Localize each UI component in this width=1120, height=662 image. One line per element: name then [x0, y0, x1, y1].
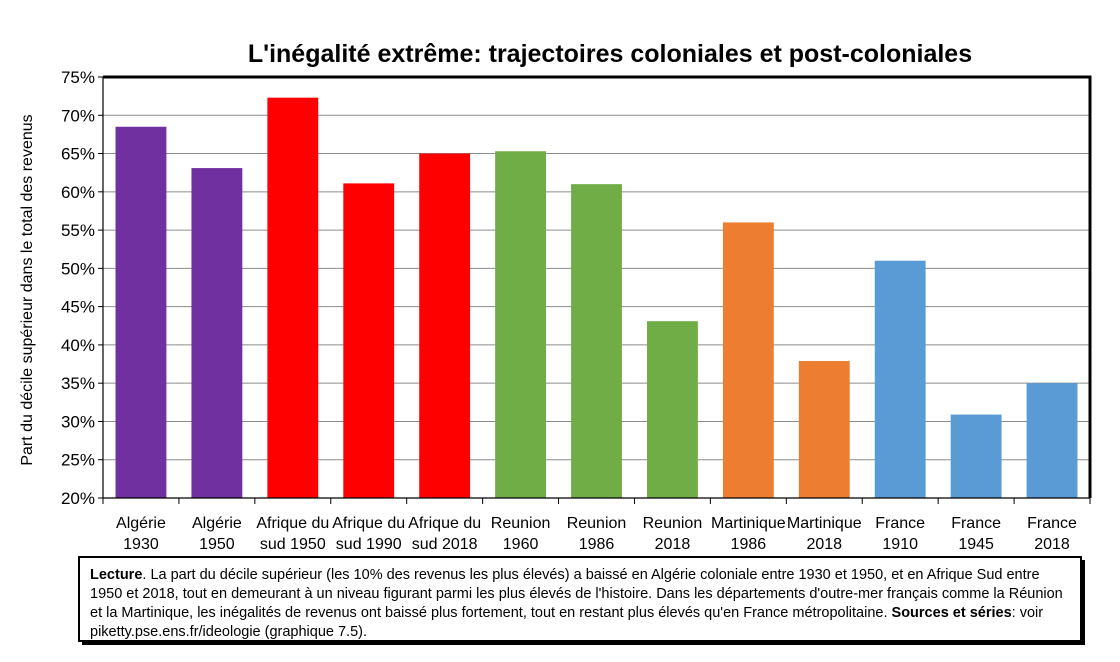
x-tick-label: 1910: [882, 536, 918, 553]
y-tick-label: 75%: [61, 68, 95, 87]
y-tick-label: 25%: [61, 451, 95, 470]
x-tick-label: sud 1950: [260, 536, 326, 553]
x-tick-label: Algérie: [116, 515, 166, 532]
x-tick-label: Afrique du: [256, 515, 329, 532]
x-tick-label: 1930: [123, 536, 159, 553]
bar: [115, 126, 167, 498]
x-tick-label: 1960: [503, 536, 539, 553]
lecture-label: Lecture: [90, 567, 143, 583]
x-tick-label: Reunion: [643, 515, 703, 532]
y-tick-label: 50%: [61, 259, 95, 278]
bar: [798, 360, 850, 498]
x-tick-label: 1986: [731, 536, 767, 553]
y-tick-label: 35%: [61, 374, 95, 393]
sources-text: : voir piketty.pse.ens.fr/ideologie (gra…: [90, 605, 1044, 640]
x-tick-label: sud 2018: [412, 536, 478, 553]
y-tick-label: 65%: [61, 145, 95, 164]
y-tick-label: 30%: [61, 412, 95, 431]
x-tick-label: Martinique: [787, 515, 862, 532]
y-tick-label: 55%: [61, 221, 95, 240]
bar: [722, 222, 774, 498]
bar: [1026, 383, 1078, 498]
x-tick-label: 1950: [199, 536, 235, 553]
bar: [571, 184, 622, 498]
x-tick-label: sud 1990: [336, 536, 402, 553]
x-tick-label: Algérie: [192, 515, 242, 532]
note-shadow-bottom: [82, 642, 1085, 645]
chart-title: L'inégalité extrême: trajectoires coloni…: [247, 40, 973, 68]
bar: [495, 151, 547, 498]
bar: [343, 183, 395, 498]
bar: [419, 153, 471, 498]
x-tick-label: France: [1027, 515, 1077, 532]
y-tick-label: 45%: [61, 298, 95, 317]
sources-label: Sources et séries: [891, 605, 1012, 621]
reading-note: Lecture. La part du décile supérieur (le…: [78, 556, 1082, 642]
bar: [950, 414, 1002, 498]
x-tick-label: Reunion: [567, 515, 627, 532]
x-tick-label: France: [951, 515, 1001, 532]
y-tick-label: 40%: [61, 336, 95, 355]
bar: [267, 97, 319, 499]
x-tick-label: 1986: [579, 536, 615, 553]
x-tick-label: Afrique du: [408, 515, 481, 532]
bar: [191, 168, 243, 498]
x-tick-label: Martinique: [711, 515, 786, 532]
bar: [646, 321, 698, 498]
x-tick-label: 1945: [958, 536, 994, 553]
bar: [874, 260, 926, 498]
lecture-text: . La part du décile supérieur (les 10% d…: [90, 567, 1063, 621]
y-tick-label: 60%: [61, 183, 95, 202]
x-tick-label: Reunion: [491, 515, 551, 532]
x-tick-label: 2018: [1034, 536, 1070, 553]
note-shadow-right: [1082, 560, 1085, 645]
x-tick-label: Afrique du: [332, 515, 405, 532]
y-tick-label: 70%: [61, 106, 95, 125]
x-tick-label: France: [875, 515, 925, 532]
x-tick-label: 2018: [655, 536, 691, 553]
y-tick-label: 20%: [61, 489, 95, 508]
x-tick-label: 2018: [806, 536, 842, 553]
